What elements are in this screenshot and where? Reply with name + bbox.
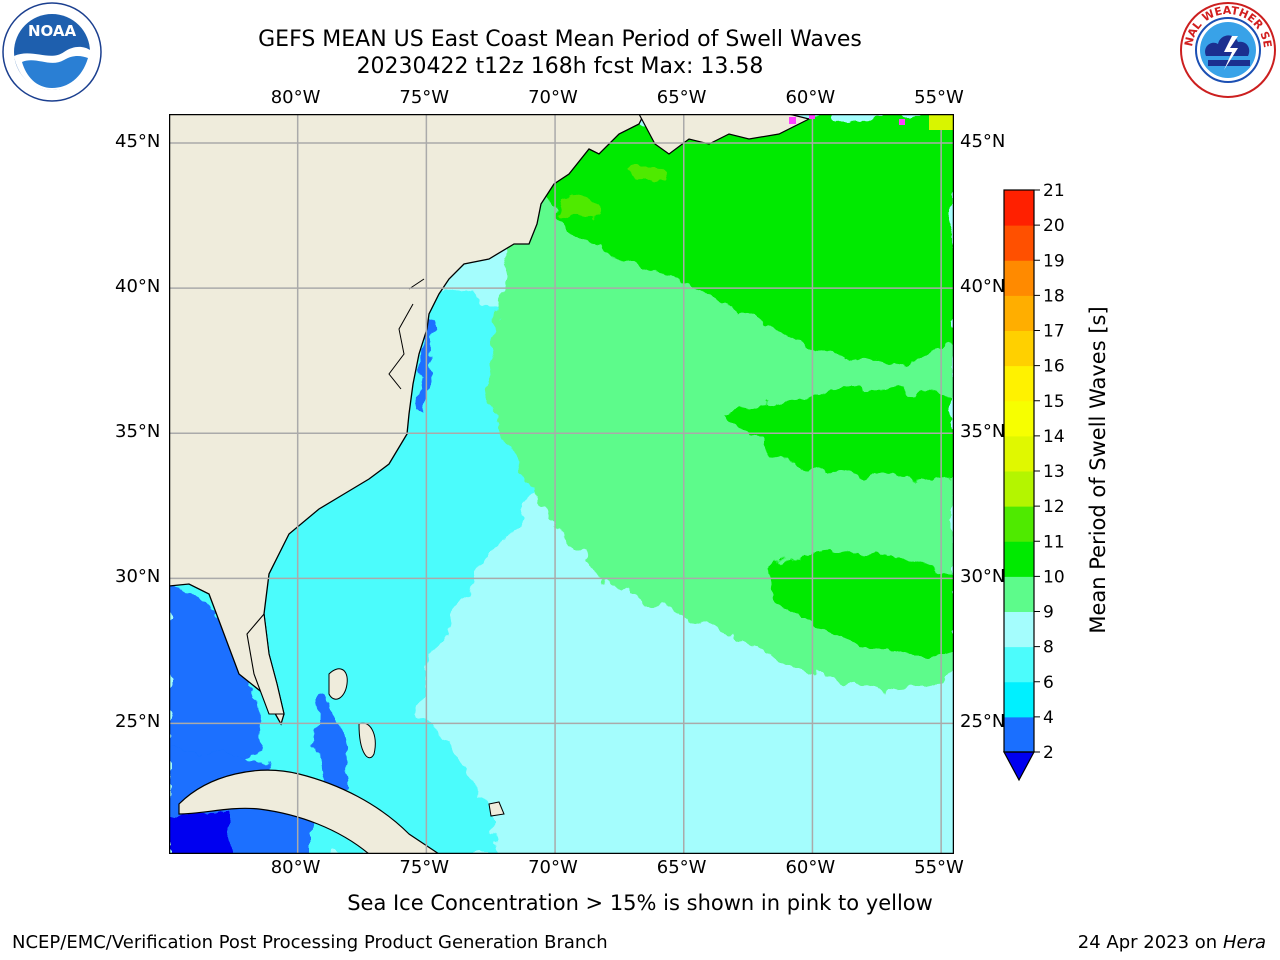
colorbar-tick-label: 11 (1043, 532, 1065, 552)
sea-ice-footnote: Sea Ice Concentration > 15% is shown in … (347, 891, 933, 915)
colorbar-tick-label: 6 (1043, 673, 1054, 693)
lat-tick-label: 40°N (115, 276, 161, 298)
lat-tick-label: 25°N (960, 711, 1006, 733)
colorbar-tick-label: 21 (1043, 181, 1065, 201)
lon-tick-label: 80°W (270, 87, 321, 108)
chart-subtitle: 20230422 t12z 168h fcst Max: 13.58 (356, 54, 764, 79)
colorbar-segments (1002, 189, 1036, 782)
nws-logo: NATIONAL WEATHER SERVICE (1178, 0, 1276, 98)
colorbar-tick-label: 4 (1043, 708, 1054, 728)
land-cuba (178, 769, 441, 854)
colorbar-segment (1004, 190, 1034, 226)
colorbar-segment (1004, 400, 1034, 437)
lon-tick-label: 70°W (528, 87, 578, 108)
colorbar-tick-label: 18 (1043, 286, 1065, 306)
colorbar-segment (1004, 611, 1034, 648)
lon-tick-label: 65°W (656, 857, 707, 878)
lat-tick-label: 40°N (960, 276, 1006, 298)
colorbar-segment (1004, 471, 1034, 507)
noaa-logo-text: NOAA (28, 22, 77, 40)
noaa-logo: NOAA (2, 2, 102, 102)
map-frame (168, 113, 955, 855)
map-canvas (168, 113, 955, 855)
colorbar-tick-label: 8 (1043, 638, 1054, 658)
credit-machine: Hera (1222, 932, 1266, 953)
colorbar-tick-label: 14 (1043, 427, 1065, 447)
credit-organization: NCEP/EMC/Verification Post Processing Pr… (12, 932, 608, 953)
lon-tick-label: 80°W (270, 857, 321, 878)
colorbar-tick-label: 17 (1043, 322, 1065, 342)
credit-date: 24 Apr 2023 on Hera (1077, 932, 1266, 953)
lon-tick-label: 75°W (399, 857, 450, 878)
colorbar-segment (1004, 541, 1034, 577)
colorbar-segment (1004, 681, 1034, 718)
colorbar-segment (1004, 506, 1034, 542)
colorbar-tick-label: 2 (1043, 743, 1054, 763)
colorbar-segment (1004, 330, 1034, 367)
colorbar-tick-label: 9 (1043, 603, 1054, 623)
sea-ice-mark (789, 117, 796, 124)
colorbar-ticks: 2 4 6 8 9 10 11 12 13 14 15 16 17 18 19 20 21 (1034, 181, 1065, 763)
lon-tick-label: 60°W (785, 857, 836, 878)
colorbar-segment (1004, 260, 1034, 296)
lat-tick-label: 35°N (115, 421, 161, 443)
colorbar-segment (1004, 365, 1034, 402)
chart-title: GEFS MEAN US East Coast Mean Period of S… (258, 27, 862, 52)
lon-tick-label: 65°W (656, 87, 707, 108)
lon-tick-label: 55°W (914, 857, 964, 878)
lon-tick-label: 75°W (399, 87, 450, 108)
colorbar-tick-label: 12 (1043, 497, 1065, 517)
colorbar-under-arrow (1002, 751, 1036, 782)
lon-tick-label: 60°W (785, 87, 836, 108)
colorbar-tick-label: 13 (1043, 462, 1065, 482)
lat-tick-label: 30°N (115, 566, 161, 588)
lat-tick-label: 45°N (960, 131, 1006, 153)
lat-tick-label: 35°N (960, 421, 1006, 443)
lat-tick-label: 25°N (115, 711, 161, 733)
colorbar-tick-label: 20 (1043, 216, 1065, 236)
lon-tick-label: 70°W (528, 857, 578, 878)
lon-tick-label: 55°W (914, 87, 964, 108)
colorbar-segment (1004, 716, 1034, 753)
colorbar: 2 4 6 8 9 10 11 12 13 14 15 16 17 18 19 20 21 (1002, 181, 1065, 782)
lat-tick-label: 30°N (960, 566, 1006, 588)
lat-tick-label: 45°N (115, 131, 161, 153)
colorbar-tick-label: 19 (1043, 251, 1065, 271)
land-canada (638, 114, 811, 155)
colorbar-tick-label: 15 (1043, 392, 1065, 412)
colorbar-segment (1004, 295, 1034, 331)
colorbar-segment (1004, 576, 1034, 612)
map-graticule (169, 114, 954, 854)
map-panel (168, 113, 955, 855)
colorbar-tick-label: 16 (1043, 357, 1065, 377)
colorbar-segment (1004, 646, 1034, 683)
colorbar-segment (1004, 225, 1034, 261)
colorbar-segment (1004, 435, 1034, 472)
colorbar-tick-label: 10 (1043, 567, 1065, 587)
